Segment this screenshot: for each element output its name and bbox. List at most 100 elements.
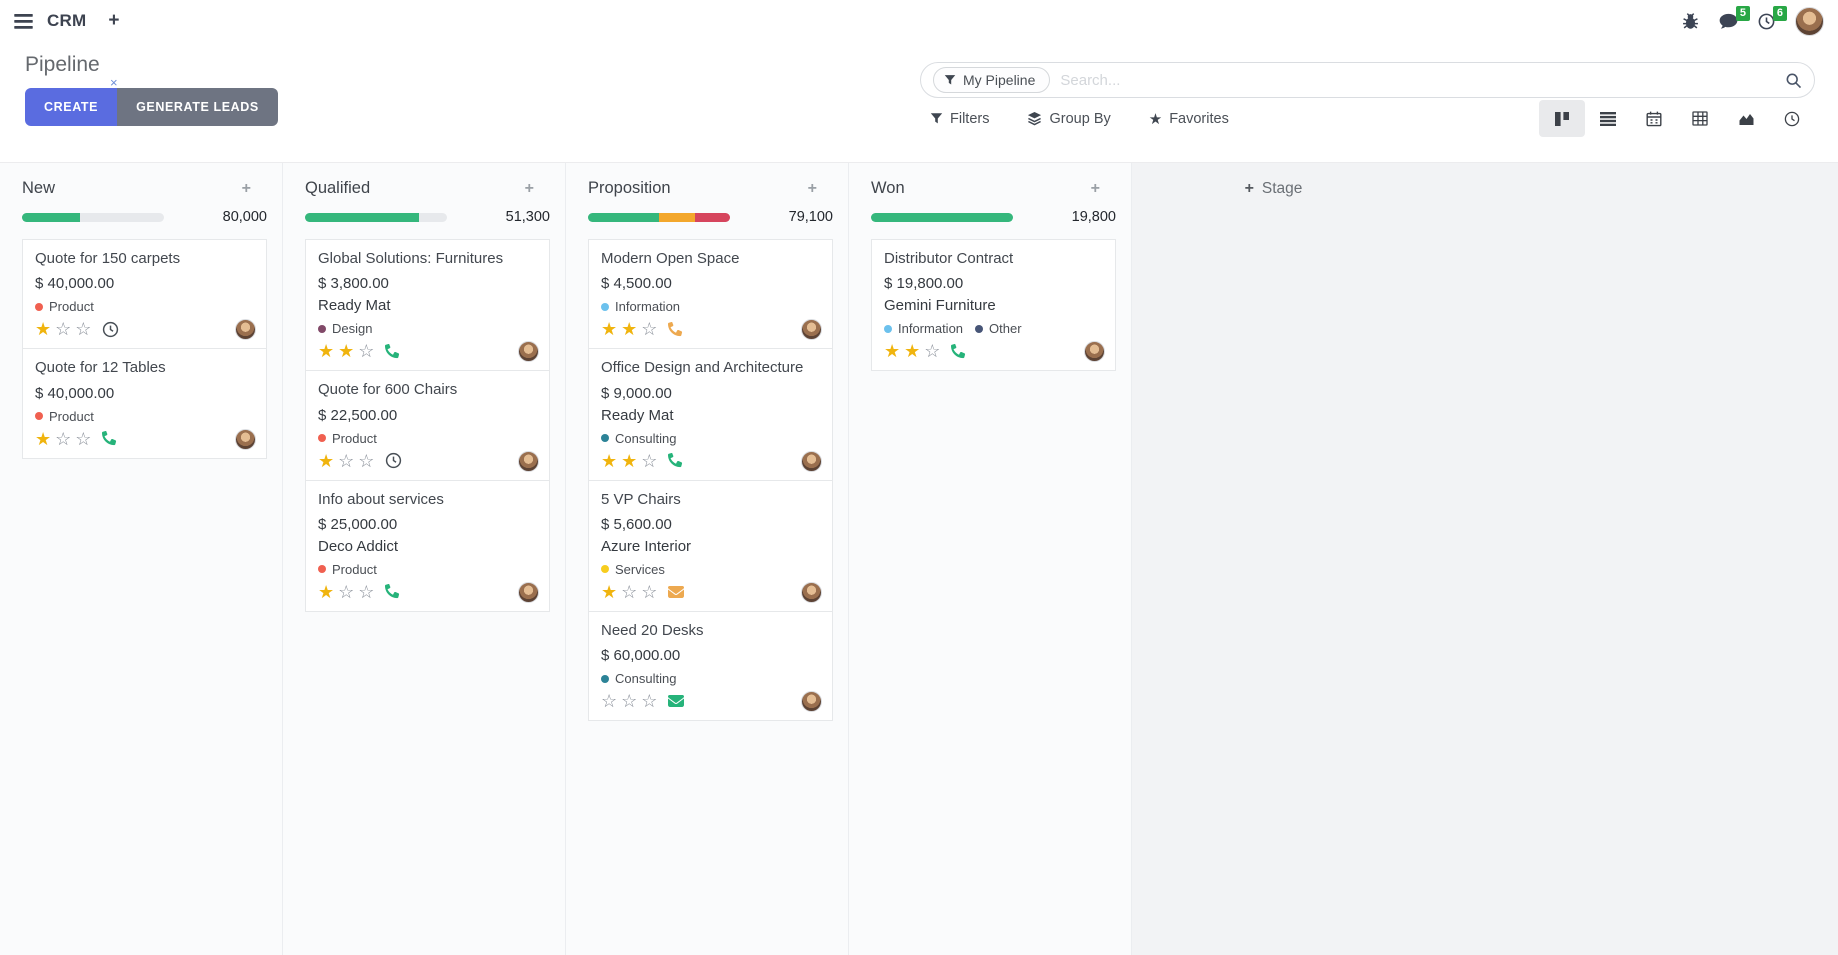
column-progressbar[interactable] (305, 212, 447, 222)
user-avatar[interactable] (1795, 6, 1824, 36)
phone-activity-icon[interactable] (385, 343, 400, 359)
card-avatar[interactable] (801, 691, 822, 712)
filters-button[interactable]: Filters (930, 111, 989, 127)
star-icon[interactable]: ★ (884, 341, 901, 362)
add-record-icon[interactable]: + (1090, 179, 1100, 197)
add-record-icon[interactable]: + (524, 179, 534, 197)
star-icon[interactable]: ☆ (75, 319, 92, 340)
star-icon[interactable]: ☆ (641, 581, 658, 602)
facet-remove-icon[interactable]: × (110, 75, 118, 90)
star-icon[interactable]: ☆ (55, 428, 72, 449)
kanban-card[interactable]: Global Solutions: Furnitures $ 3,800.00 … (305, 239, 550, 372)
envelope-activity-icon[interactable] (668, 693, 685, 709)
list-view-button[interactable] (1585, 100, 1631, 137)
app-name[interactable]: CRM (47, 11, 87, 30)
star-icon[interactable]: ☆ (924, 341, 941, 362)
activity-view-button[interactable] (1769, 100, 1815, 137)
star-icon[interactable]: ☆ (55, 319, 72, 340)
star-icon[interactable]: ☆ (358, 581, 375, 602)
card-title: Modern Open Space (601, 250, 740, 267)
phone-activity-icon[interactable] (102, 431, 117, 446)
kanban-card[interactable]: Need 20 Desks $ 60,000.00 Consulting ☆ ☆… (588, 610, 833, 721)
add-record-icon[interactable]: + (241, 179, 251, 197)
card-avatar[interactable] (801, 450, 822, 472)
clock-activity-icon[interactable] (385, 452, 402, 469)
kanban-card[interactable]: Quote for 600 Chairs $ 22,500.00 Product… (305, 370, 550, 481)
star-icon[interactable]: ★ (318, 581, 335, 602)
kanban-card[interactable]: Quote for 12 Tables $ 40,000.00 Product … (22, 348, 267, 459)
activities-icon[interactable]: 6 (1758, 5, 1787, 30)
column-title[interactable]: New (22, 179, 56, 197)
kanban-card[interactable]: Info about services $ 25,000.00 Deco Add… (305, 479, 550, 612)
pivot-view-button[interactable] (1677, 100, 1723, 137)
kanban-card[interactable]: Office Design and Architecture $ 9,000.0… (588, 348, 833, 481)
kanban-card[interactable]: Distributor Contract $ 19,800.00 Gemini … (871, 239, 1116, 372)
card-partner: Azure Interior (601, 537, 692, 555)
menu-icon[interactable] (14, 13, 33, 29)
column-title[interactable]: Qualified (305, 179, 371, 197)
favorites-button[interactable]: ★ Favorites (1148, 110, 1229, 128)
card-avatar[interactable] (235, 428, 256, 450)
star-icon[interactable]: ☆ (641, 450, 658, 471)
star-icon[interactable]: ★ (621, 450, 638, 471)
kanban-card[interactable]: Quote for 150 carpets $ 40,000.00 Produc… (22, 239, 267, 350)
kanban-card[interactable]: Modern Open Space $ 4,500.00 Information… (588, 239, 833, 350)
graph-view-button[interactable] (1723, 100, 1769, 137)
messages-icon[interactable]: 5 (1719, 5, 1750, 30)
create-button[interactable]: CREATE (25, 88, 118, 126)
star-icon[interactable]: ☆ (601, 691, 618, 711)
star-icon[interactable]: ★ (601, 319, 618, 340)
card-avatar[interactable] (801, 581, 822, 603)
add-stage-button[interactable]: + Stage (1132, 163, 1415, 198)
star-icon[interactable]: ☆ (641, 319, 658, 340)
star-icon[interactable]: ★ (35, 319, 52, 340)
search-bar[interactable]: My Pipeline (920, 62, 1815, 98)
phone-activity-icon[interactable] (951, 343, 966, 359)
star-icon[interactable]: ☆ (338, 450, 355, 471)
column-progressbar[interactable] (22, 212, 164, 222)
phone-activity-icon[interactable] (385, 584, 400, 599)
column-progressbar[interactable] (588, 212, 730, 222)
kanban-card[interactable]: 5 VP Chairs $ 5,600.00 Azure Interior Se… (588, 479, 833, 612)
card-avatar[interactable] (235, 319, 256, 341)
group-by-button[interactable]: Group By (1027, 111, 1111, 127)
clock-activity-icon[interactable] (102, 321, 119, 338)
search-icon[interactable] (1785, 72, 1802, 89)
column-title[interactable]: Proposition (588, 179, 671, 197)
phone-activity-icon[interactable] (668, 453, 683, 468)
star-icon[interactable]: ☆ (621, 581, 638, 602)
star-icon[interactable]: ★ (621, 319, 638, 340)
envelope-activity-icon[interactable] (668, 584, 685, 600)
search-facet[interactable]: My Pipeline (933, 67, 1051, 93)
star-icon[interactable]: ★ (601, 581, 618, 602)
card-avatar[interactable] (518, 450, 539, 472)
card-avatar[interactable] (518, 341, 539, 363)
star-icon[interactable]: ☆ (621, 691, 638, 711)
page-title: Pipeline (25, 53, 100, 76)
phone-activity-icon[interactable] (668, 321, 683, 337)
search-input[interactable] (1060, 71, 1785, 89)
column-progressbar[interactable] (871, 212, 1013, 222)
star-icon[interactable]: ★ (318, 341, 335, 362)
kanban-view-button[interactable] (1539, 100, 1585, 137)
plus-icon[interactable]: + (108, 10, 120, 31)
card-avatar[interactable] (801, 319, 822, 341)
star-icon[interactable]: ★ (601, 450, 618, 471)
star-icon[interactable]: ★ (35, 428, 52, 449)
star-icon[interactable]: ☆ (358, 450, 375, 471)
bug-icon[interactable] (1682, 12, 1699, 30)
card-avatar[interactable] (518, 581, 539, 603)
generate-leads-button[interactable]: GENERATE LEADS (117, 88, 278, 126)
star-icon[interactable]: ★ (318, 450, 335, 471)
star-icon[interactable]: ☆ (641, 691, 658, 711)
add-record-icon[interactable]: + (807, 179, 817, 197)
card-avatar[interactable] (1084, 341, 1105, 363)
column-title[interactable]: Won (871, 179, 905, 197)
star-icon[interactable]: ☆ (338, 581, 355, 602)
column-total: 79,100 (788, 209, 833, 225)
star-icon[interactable]: ★ (904, 341, 921, 362)
star-icon[interactable]: ☆ (75, 428, 92, 449)
star-icon[interactable]: ★ (338, 341, 355, 362)
star-icon[interactable]: ☆ (358, 341, 375, 362)
calendar-view-button[interactable] (1631, 100, 1677, 137)
